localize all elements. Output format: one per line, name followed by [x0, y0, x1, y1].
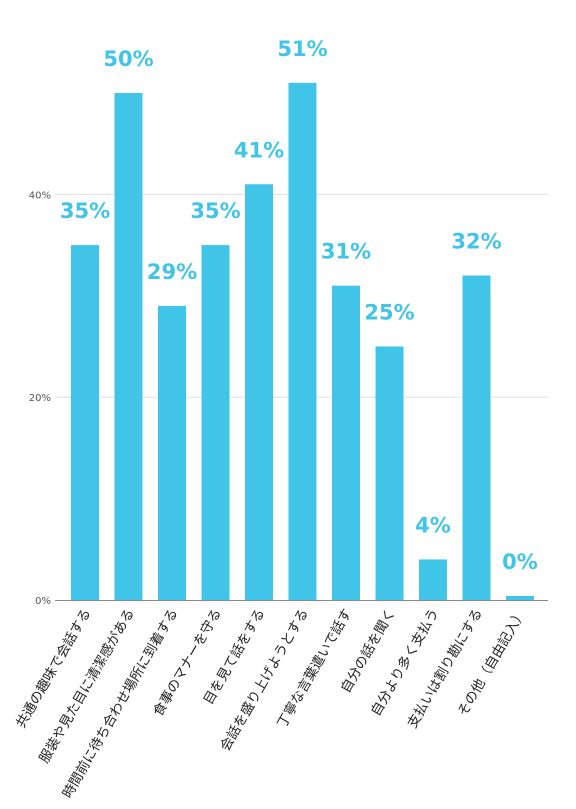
y-tick-label: 40% — [29, 190, 51, 201]
data-labels: 35% 50% 29% 35% 41% 51% 31% 25% 4% 32% 0% — [60, 37, 538, 574]
x-tick-label: 会話を盛り上げようとする — [216, 606, 312, 754]
data-label: 0% — [502, 550, 538, 574]
data-label: 31% — [321, 240, 371, 264]
bar — [114, 93, 143, 600]
data-label: 32% — [451, 230, 501, 254]
x-tick-label: 丁寧な言葉遣いで話す — [273, 606, 355, 731]
bar — [288, 82, 317, 601]
bar — [71, 245, 99, 600]
bar — [158, 305, 186, 600]
x-tick-label: 支払いは割り勘にする — [404, 606, 486, 732]
data-label: 29% — [147, 260, 197, 284]
bar — [462, 275, 491, 600]
y-tick-label: 0% — [35, 596, 51, 607]
x-tick-label: 共通の趣味で会話する — [12, 606, 94, 731]
data-label: 35% — [190, 199, 240, 223]
bars — [71, 82, 534, 601]
y-tick-label: 20% — [29, 393, 51, 404]
y-axis-ticks: 0% 20% 40% — [29, 190, 51, 607]
bar — [506, 596, 534, 600]
data-label: 35% — [60, 199, 110, 223]
data-label: 25% — [364, 301, 414, 325]
bar — [245, 184, 273, 600]
bar — [419, 559, 447, 600]
data-label: 50% — [103, 47, 153, 71]
bar — [201, 245, 230, 600]
data-label: 51% — [277, 37, 327, 61]
data-label: 41% — [234, 138, 284, 162]
data-label: 4% — [415, 513, 451, 537]
bar — [332, 285, 360, 600]
bar — [375, 346, 404, 600]
x-axis-labels: 共通の趣味で会話する服装や見た目に清潔感がある時間前に待ち合わせ場所に到着する食… — [12, 606, 529, 802]
